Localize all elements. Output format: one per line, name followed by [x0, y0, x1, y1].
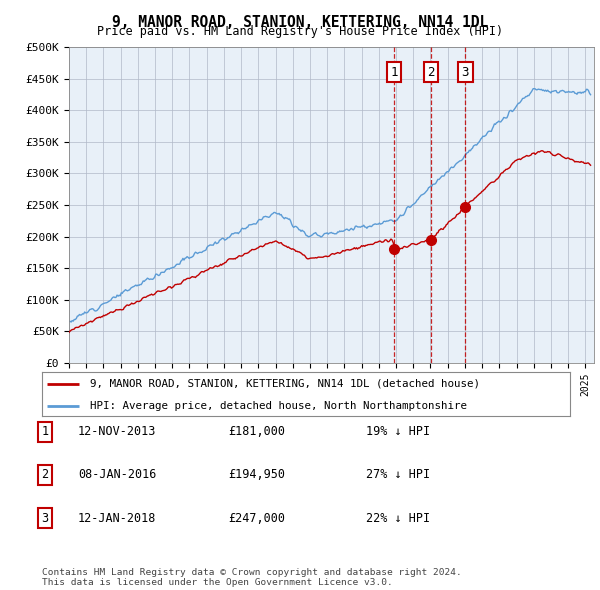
Text: £181,000: £181,000: [228, 425, 285, 438]
Text: £247,000: £247,000: [228, 512, 285, 525]
Text: £194,950: £194,950: [228, 468, 285, 481]
Text: 12-JAN-2018: 12-JAN-2018: [78, 512, 157, 525]
Text: 2: 2: [41, 468, 49, 481]
Text: 9, MANOR ROAD, STANION, KETTERING, NN14 1DL (detached house): 9, MANOR ROAD, STANION, KETTERING, NN14 …: [89, 379, 479, 389]
Text: 08-JAN-2016: 08-JAN-2016: [78, 468, 157, 481]
Text: 27% ↓ HPI: 27% ↓ HPI: [366, 468, 430, 481]
Text: 2: 2: [427, 66, 434, 79]
Text: 9, MANOR ROAD, STANION, KETTERING, NN14 1DL: 9, MANOR ROAD, STANION, KETTERING, NN14 …: [112, 15, 488, 30]
Text: 3: 3: [41, 512, 49, 525]
Text: HPI: Average price, detached house, North Northamptonshire: HPI: Average price, detached house, Nort…: [89, 401, 467, 411]
Text: 3: 3: [461, 66, 469, 79]
Text: 12-NOV-2013: 12-NOV-2013: [78, 425, 157, 438]
Text: 19% ↓ HPI: 19% ↓ HPI: [366, 425, 430, 438]
Text: 1: 1: [390, 66, 398, 79]
Text: 22% ↓ HPI: 22% ↓ HPI: [366, 512, 430, 525]
Text: Price paid vs. HM Land Registry's House Price Index (HPI): Price paid vs. HM Land Registry's House …: [97, 25, 503, 38]
Text: Contains HM Land Registry data © Crown copyright and database right 2024.
This d: Contains HM Land Registry data © Crown c…: [42, 568, 462, 587]
Text: 1: 1: [41, 425, 49, 438]
